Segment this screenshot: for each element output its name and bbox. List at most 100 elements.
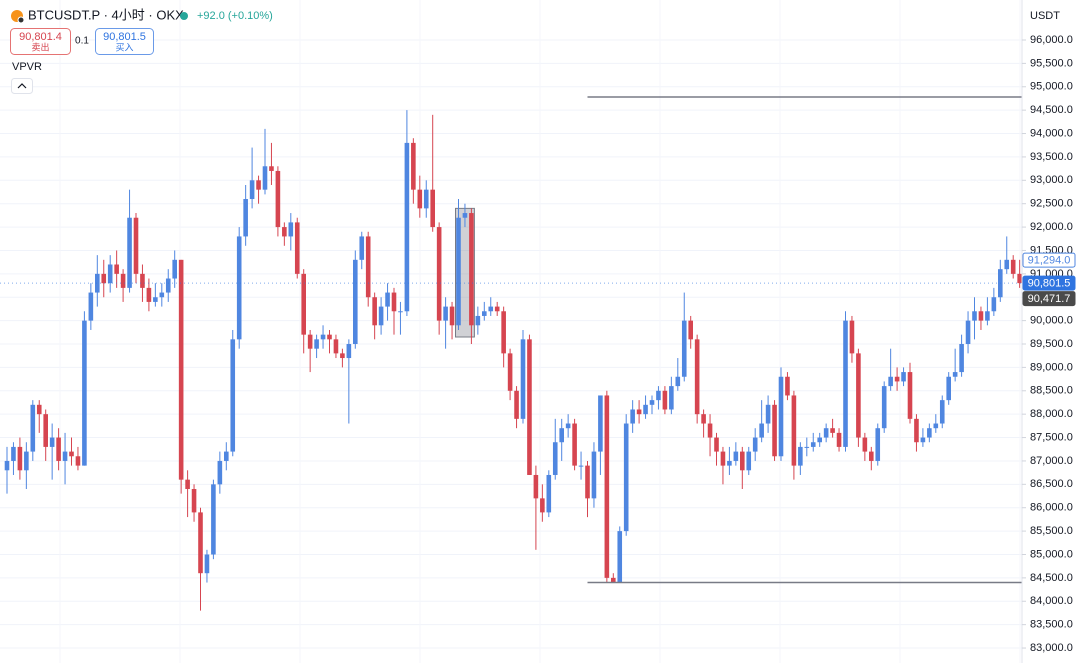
candle-body [939,400,945,424]
y-tick-label: 90,000.0 [1030,315,1073,327]
candle-body [88,292,94,321]
candle-body [307,334,313,349]
y-tick-label: 83,000.0 [1030,642,1073,654]
candle-body [469,213,474,326]
candle-body [75,456,81,466]
candle-body [552,442,558,475]
price-axis: USDT 83,000.0 83,500.0 84,000.0 84,500.0 85,… [1022,10,1076,654]
candle-body [346,344,352,359]
indicator-name: VPVR [12,61,42,73]
candle-body [656,390,661,401]
candle-body [572,423,577,466]
candle-body [236,236,242,340]
y-tick-label: 85,500.0 [1030,525,1073,537]
candle-body [714,437,719,452]
buy-label[interactable]: 买入 [115,42,133,52]
candle-body [862,437,868,452]
candle-body [540,498,545,513]
candle-body [224,451,229,461]
y-tick-label: 87,000.0 [1030,455,1073,467]
candle-body [256,180,261,190]
candle-body [494,306,500,312]
sell-price[interactable]: 90,801.4 [19,31,62,43]
collapse-icon[interactable] [17,83,27,89]
price-label-box [1022,291,1076,307]
candle-body [675,376,681,387]
candle-body [114,264,119,274]
candle-body [417,189,423,209]
candle-body [978,311,984,321]
candle-body [243,199,248,237]
candle-body [617,531,623,583]
y-tick-label: 93,000.0 [1030,174,1073,186]
candle-body [443,306,448,321]
candle-body [720,451,726,466]
buy-button[interactable] [95,28,154,55]
candle-body [514,390,519,419]
candle-body [398,311,403,313]
candle-body [688,320,693,340]
candle-body [153,297,158,302]
candle-body [501,311,506,354]
candle-body [449,306,455,326]
candle-body [101,273,107,284]
candle-body [411,142,416,190]
candle-body [740,451,745,471]
candle-body [56,437,61,461]
candle-body [727,460,732,466]
candle-body [301,273,306,335]
candle-body [991,297,997,312]
candle-body [340,353,345,359]
plot-area [0,96,1022,611]
candle-body [920,437,926,443]
y-tick-label: 92,500.0 [1030,198,1073,210]
candle-body [172,259,177,279]
y-tick-label: 86,000.0 [1030,502,1073,514]
candle-body [127,217,132,288]
candle-body [533,474,539,499]
candle-body [507,353,513,391]
candle-body [30,404,36,452]
sell-button[interactable] [10,28,71,55]
candle-body [875,428,881,461]
candle-body [901,372,906,382]
candle-body [423,189,429,209]
candle-body [817,437,822,443]
y-tick-label: 86,500.0 [1030,478,1073,490]
collapse-button[interactable] [11,78,33,94]
candle-body [681,320,687,377]
candle-body [17,446,23,471]
candle-body [178,259,184,480]
candle-body [643,404,648,415]
candle-body [972,311,977,321]
y-tick-label: 89,000.0 [1030,361,1073,373]
candle-body [585,465,590,499]
candle-body [559,428,564,443]
candle-body [49,437,55,447]
y-tick-label: 84,000.0 [1030,595,1073,607]
candle-body [107,264,113,284]
candle-body [798,446,803,466]
candle-body [482,311,487,316]
candle-body [249,180,255,200]
candle-body [475,315,481,326]
candle-body [462,213,468,218]
candle-body [165,278,171,293]
sell-label[interactable]: 卖出 [31,41,49,52]
candle-body [849,320,855,354]
buy-price[interactable]: 90,801.5 [103,31,146,43]
candle-body [933,423,939,429]
candle-body [365,236,371,298]
candle-body [4,460,10,471]
exchange-icon [17,16,25,24]
candle-body [62,451,68,461]
symbol-title: BTCUSDT.P · 4小时 · OKX [28,7,184,22]
candle-body [385,292,390,307]
candle-body [11,446,16,461]
candle-body [294,222,300,274]
candle-body [759,423,764,438]
candle-body [378,306,384,326]
candle-body [198,512,203,574]
candle-body [598,395,603,452]
